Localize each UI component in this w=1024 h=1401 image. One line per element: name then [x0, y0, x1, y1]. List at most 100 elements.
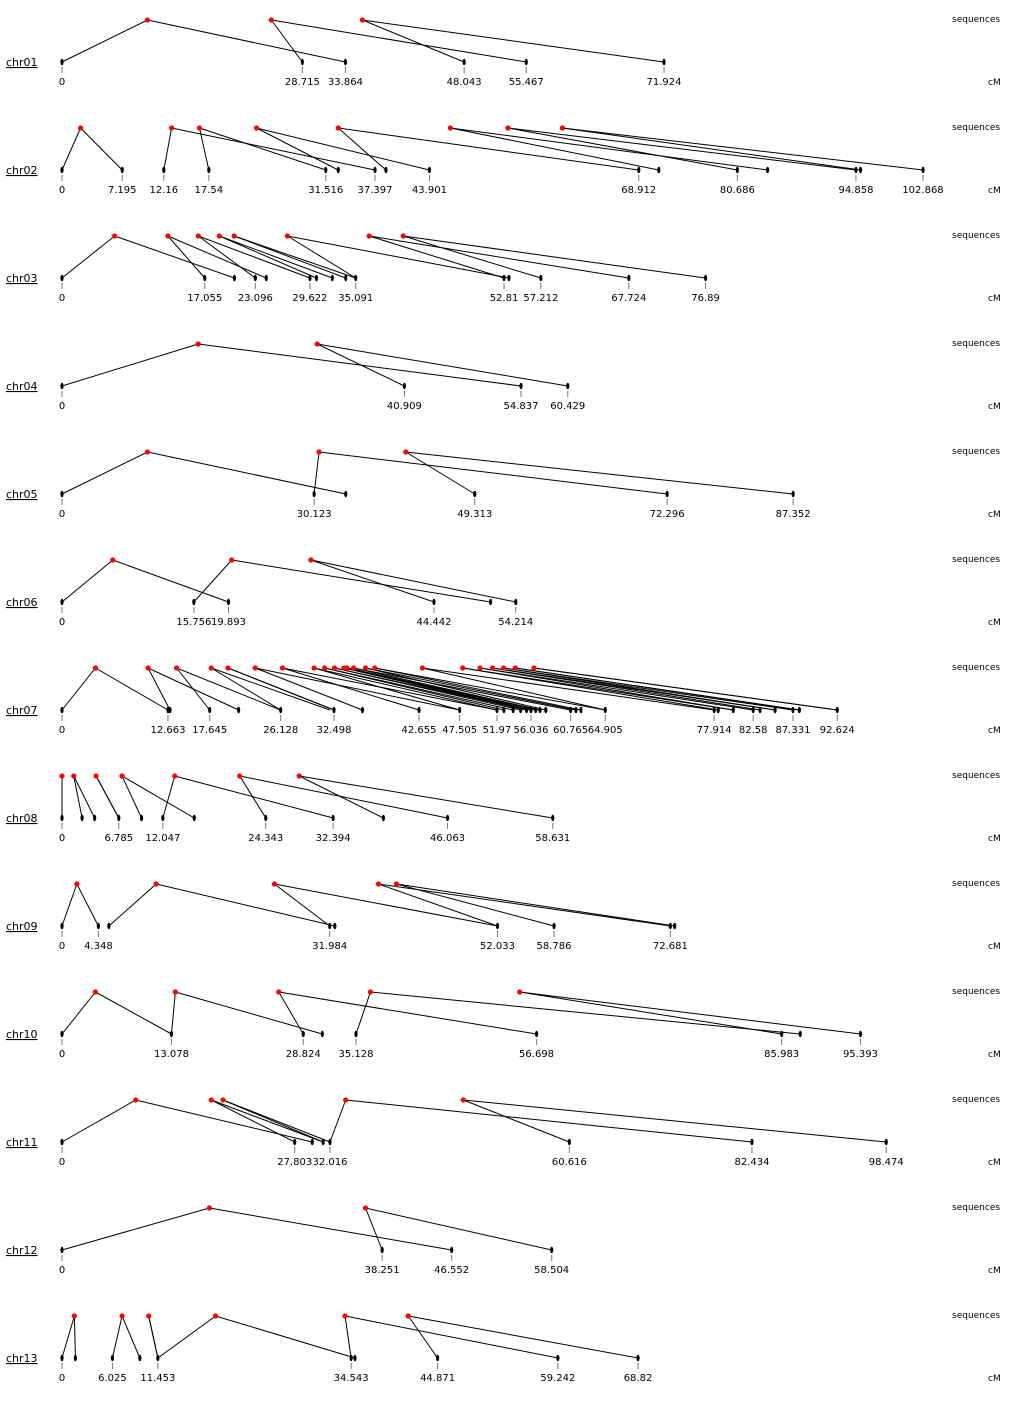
marker-tick[interactable]: [93, 814, 97, 822]
chromosome-link[interactable]: chr03: [6, 272, 38, 285]
sequence-point[interactable]: [559, 125, 566, 131]
sequence-point[interactable]: [403, 449, 409, 455]
sequence-point[interactable]: [512, 665, 518, 671]
marker-tick[interactable]: [344, 274, 348, 282]
marker-tick[interactable]: [524, 58, 528, 66]
marker-tick[interactable]: [495, 922, 500, 930]
sequence-point[interactable]: [144, 17, 151, 23]
sequence-point[interactable]: [110, 557, 116, 563]
sequence-point[interactable]: [268, 17, 274, 23]
sequence-point[interactable]: [144, 449, 151, 455]
sequence-point[interactable]: [405, 1313, 411, 1319]
marker-tick[interactable]: [758, 706, 762, 714]
sequence-point[interactable]: [231, 233, 237, 239]
sequence-point[interactable]: [367, 989, 374, 995]
marker-tick[interactable]: [161, 814, 165, 822]
marker-tick[interactable]: [349, 1354, 353, 1362]
marker-tick[interactable]: [884, 1138, 888, 1146]
marker-tick[interactable]: [328, 1138, 332, 1146]
sequence-point[interactable]: [343, 1097, 349, 1103]
sequence-point[interactable]: [93, 773, 99, 779]
marker-tick[interactable]: [312, 490, 316, 498]
marker-tick[interactable]: [502, 274, 506, 282]
marker-tick[interactable]: [780, 1030, 784, 1038]
marker-tick[interactable]: [301, 1030, 305, 1038]
sequence-point[interactable]: [359, 17, 365, 23]
marker-tick[interactable]: [107, 922, 111, 930]
sequence-point[interactable]: [296, 773, 302, 779]
chromosome-link[interactable]: chr04: [6, 380, 38, 393]
marker-tick[interactable]: [716, 706, 720, 714]
marker-tick[interactable]: [791, 490, 795, 498]
marker-tick[interactable]: [858, 1030, 863, 1038]
sequence-point[interactable]: [119, 773, 125, 779]
marker-tick[interactable]: [435, 1354, 440, 1362]
sequence-point[interactable]: [112, 233, 118, 239]
sequence-point[interactable]: [460, 665, 466, 671]
sequence-point[interactable]: [489, 665, 496, 671]
marker-tick[interactable]: [293, 1138, 297, 1146]
marker-tick[interactable]: [60, 1138, 64, 1146]
marker-tick[interactable]: [208, 706, 212, 714]
marker-tick[interactable]: [192, 814, 196, 822]
sequence-point[interactable]: [229, 557, 235, 563]
marker-tick[interactable]: [458, 706, 462, 714]
marker-tick[interactable]: [662, 58, 666, 66]
marker-tick[interactable]: [336, 166, 340, 174]
marker-tick[interactable]: [450, 1246, 454, 1254]
sequence-point[interactable]: [505, 125, 511, 131]
sequence-point[interactable]: [362, 665, 369, 671]
sequence-point[interactable]: [153, 881, 159, 887]
marker-tick[interactable]: [502, 706, 506, 714]
marker-tick[interactable]: [321, 1138, 325, 1146]
marker-tick[interactable]: [566, 382, 570, 390]
marker-tick[interactable]: [751, 706, 755, 714]
sequence-point[interactable]: [146, 1313, 152, 1319]
sequence-point[interactable]: [419, 665, 426, 671]
marker-tick[interactable]: [314, 274, 319, 282]
marker-tick[interactable]: [539, 274, 543, 282]
chromosome-link[interactable]: chr01: [6, 56, 38, 69]
marker-tick[interactable]: [310, 1138, 314, 1146]
sequence-point[interactable]: [308, 557, 314, 563]
marker-tick[interactable]: [750, 1138, 754, 1146]
sequence-point[interactable]: [517, 989, 523, 995]
sequence-point[interactable]: [351, 665, 357, 671]
marker-tick[interactable]: [192, 598, 196, 606]
sequence-point[interactable]: [276, 989, 282, 995]
marker-tick[interactable]: [657, 166, 661, 174]
marker-tick[interactable]: [96, 922, 100, 930]
marker-tick[interactable]: [354, 274, 358, 282]
sequence-point[interactable]: [316, 449, 322, 455]
sequence-point[interactable]: [375, 881, 382, 887]
marker-tick[interactable]: [333, 922, 337, 930]
marker-tick[interactable]: [511, 706, 515, 714]
marker-tick[interactable]: [579, 706, 583, 714]
marker-tick[interactable]: [138, 1354, 142, 1362]
marker-tick[interactable]: [353, 1354, 357, 1362]
sequence-point[interactable]: [477, 665, 483, 671]
marker-tick[interactable]: [673, 922, 677, 930]
marker-tick[interactable]: [544, 706, 548, 714]
marker-tick[interactable]: [703, 274, 708, 282]
sequence-point[interactable]: [284, 233, 291, 239]
marker-tick[interactable]: [432, 598, 436, 606]
chromosome-link[interactable]: chr12: [6, 1244, 38, 1257]
marker-tick[interactable]: [360, 706, 365, 714]
sequence-point[interactable]: [71, 1313, 77, 1319]
sequence-point[interactable]: [196, 125, 203, 131]
sequence-point[interactable]: [119, 1313, 125, 1319]
marker-tick[interactable]: [60, 1030, 64, 1038]
marker-tick[interactable]: [668, 922, 672, 930]
sequence-point[interactable]: [400, 233, 406, 239]
sequence-point[interactable]: [208, 1097, 214, 1103]
sequence-point[interactable]: [195, 233, 201, 239]
sequence-point[interactable]: [314, 341, 320, 347]
marker-tick[interactable]: [60, 1246, 64, 1254]
sequence-point[interactable]: [172, 773, 178, 779]
marker-tick[interactable]: [921, 166, 925, 174]
marker-tick[interactable]: [551, 814, 555, 822]
marker-tick[interactable]: [331, 814, 335, 822]
sequence-point[interactable]: [362, 1205, 369, 1211]
chromosome-link[interactable]: chr10: [6, 1028, 38, 1041]
